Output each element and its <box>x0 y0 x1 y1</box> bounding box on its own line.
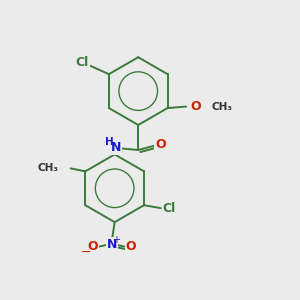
Text: CH₃: CH₃ <box>212 102 233 112</box>
Text: +: + <box>112 235 120 244</box>
Text: O: O <box>125 240 136 253</box>
Text: Cl: Cl <box>162 202 176 215</box>
Text: O: O <box>190 100 201 113</box>
Text: O: O <box>87 240 98 253</box>
Text: Cl: Cl <box>76 56 89 69</box>
Text: N: N <box>111 141 121 154</box>
Text: O: O <box>155 138 166 151</box>
Text: CH₃: CH₃ <box>38 164 59 173</box>
Text: −: − <box>81 246 92 259</box>
Text: N: N <box>106 238 117 251</box>
Text: H: H <box>105 137 114 147</box>
